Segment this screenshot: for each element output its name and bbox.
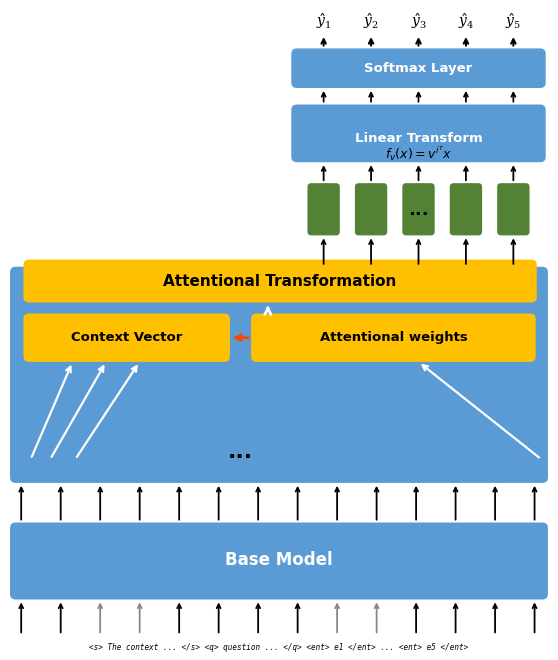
- Text: $\hat{y}_2$: $\hat{y}_2$: [363, 11, 379, 31]
- Text: ...: ...: [227, 442, 253, 462]
- FancyBboxPatch shape: [10, 267, 548, 483]
- Text: $\hat{y}_4$: $\hat{y}_4$: [458, 11, 474, 31]
- FancyBboxPatch shape: [10, 523, 548, 599]
- Text: $\hat{y}_3$: $\hat{y}_3$: [411, 11, 426, 31]
- Text: ...: ...: [408, 201, 429, 218]
- FancyBboxPatch shape: [291, 104, 546, 162]
- FancyBboxPatch shape: [251, 314, 536, 362]
- FancyBboxPatch shape: [355, 183, 387, 236]
- FancyBboxPatch shape: [291, 48, 546, 88]
- Text: $\hat{y}_5$: $\hat{y}_5$: [506, 11, 521, 31]
- Text: $\hat{y}_1$: $\hat{y}_1$: [316, 11, 331, 31]
- Text: Linear Transform: Linear Transform: [355, 132, 482, 145]
- Text: Context Vector: Context Vector: [71, 331, 182, 345]
- FancyBboxPatch shape: [497, 183, 530, 236]
- FancyBboxPatch shape: [450, 183, 482, 236]
- FancyBboxPatch shape: [307, 183, 340, 236]
- Text: Base Model: Base Model: [225, 551, 333, 569]
- Text: Softmax Layer: Softmax Layer: [364, 61, 473, 75]
- FancyBboxPatch shape: [402, 183, 435, 236]
- FancyBboxPatch shape: [23, 259, 537, 302]
- Text: <s> The context ... </s> <q> question ... </q> <ent> e1 </ent> ... <ent> e5 </en: <s> The context ... </s> <q> question ..…: [89, 644, 469, 652]
- FancyBboxPatch shape: [23, 314, 230, 362]
- Text: $f_v(x) = v^{i^{T}} x$: $f_v(x) = v^{i^{T}} x$: [385, 145, 452, 164]
- Text: Attentional Transformation: Attentional Transformation: [163, 273, 397, 288]
- Text: Attentional weights: Attentional weights: [320, 331, 467, 345]
